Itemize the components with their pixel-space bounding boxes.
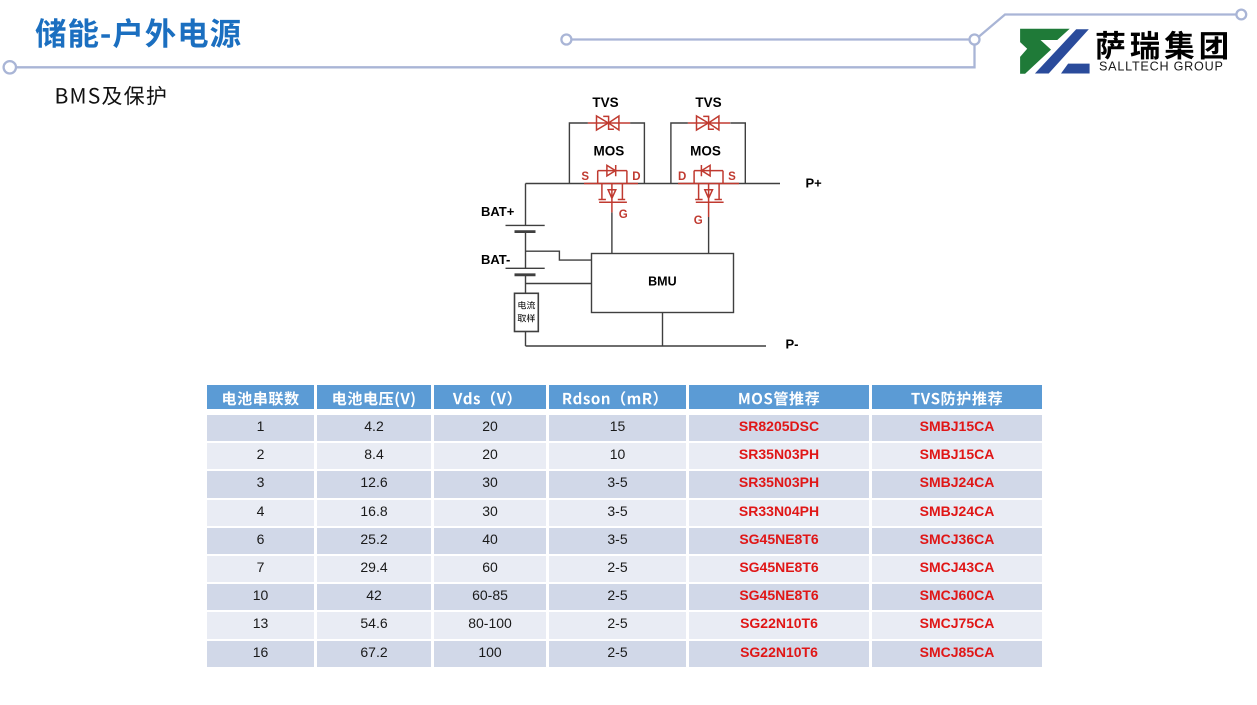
- svg-text:S: S: [728, 171, 736, 183]
- svg-text:BAT+: BAT+: [481, 204, 515, 219]
- svg-text:MOS: MOS: [594, 144, 625, 159]
- svg-text:P+: P+: [806, 176, 823, 191]
- svg-text:SALLTECH GROUP: SALLTECH GROUP: [1099, 60, 1225, 74]
- svg-text:MOS: MOS: [690, 144, 721, 159]
- svg-text:G: G: [619, 209, 628, 221]
- svg-text:D: D: [632, 171, 640, 183]
- svg-text:TVS: TVS: [592, 95, 618, 110]
- svg-text:D: D: [678, 171, 686, 183]
- svg-text:BMU: BMU: [648, 274, 676, 288]
- svg-text:BAT-: BAT-: [481, 252, 510, 267]
- svg-text:TVS: TVS: [695, 95, 721, 110]
- svg-text:S: S: [581, 171, 589, 183]
- svg-text:G: G: [694, 215, 703, 227]
- svg-text:P-: P-: [786, 337, 799, 352]
